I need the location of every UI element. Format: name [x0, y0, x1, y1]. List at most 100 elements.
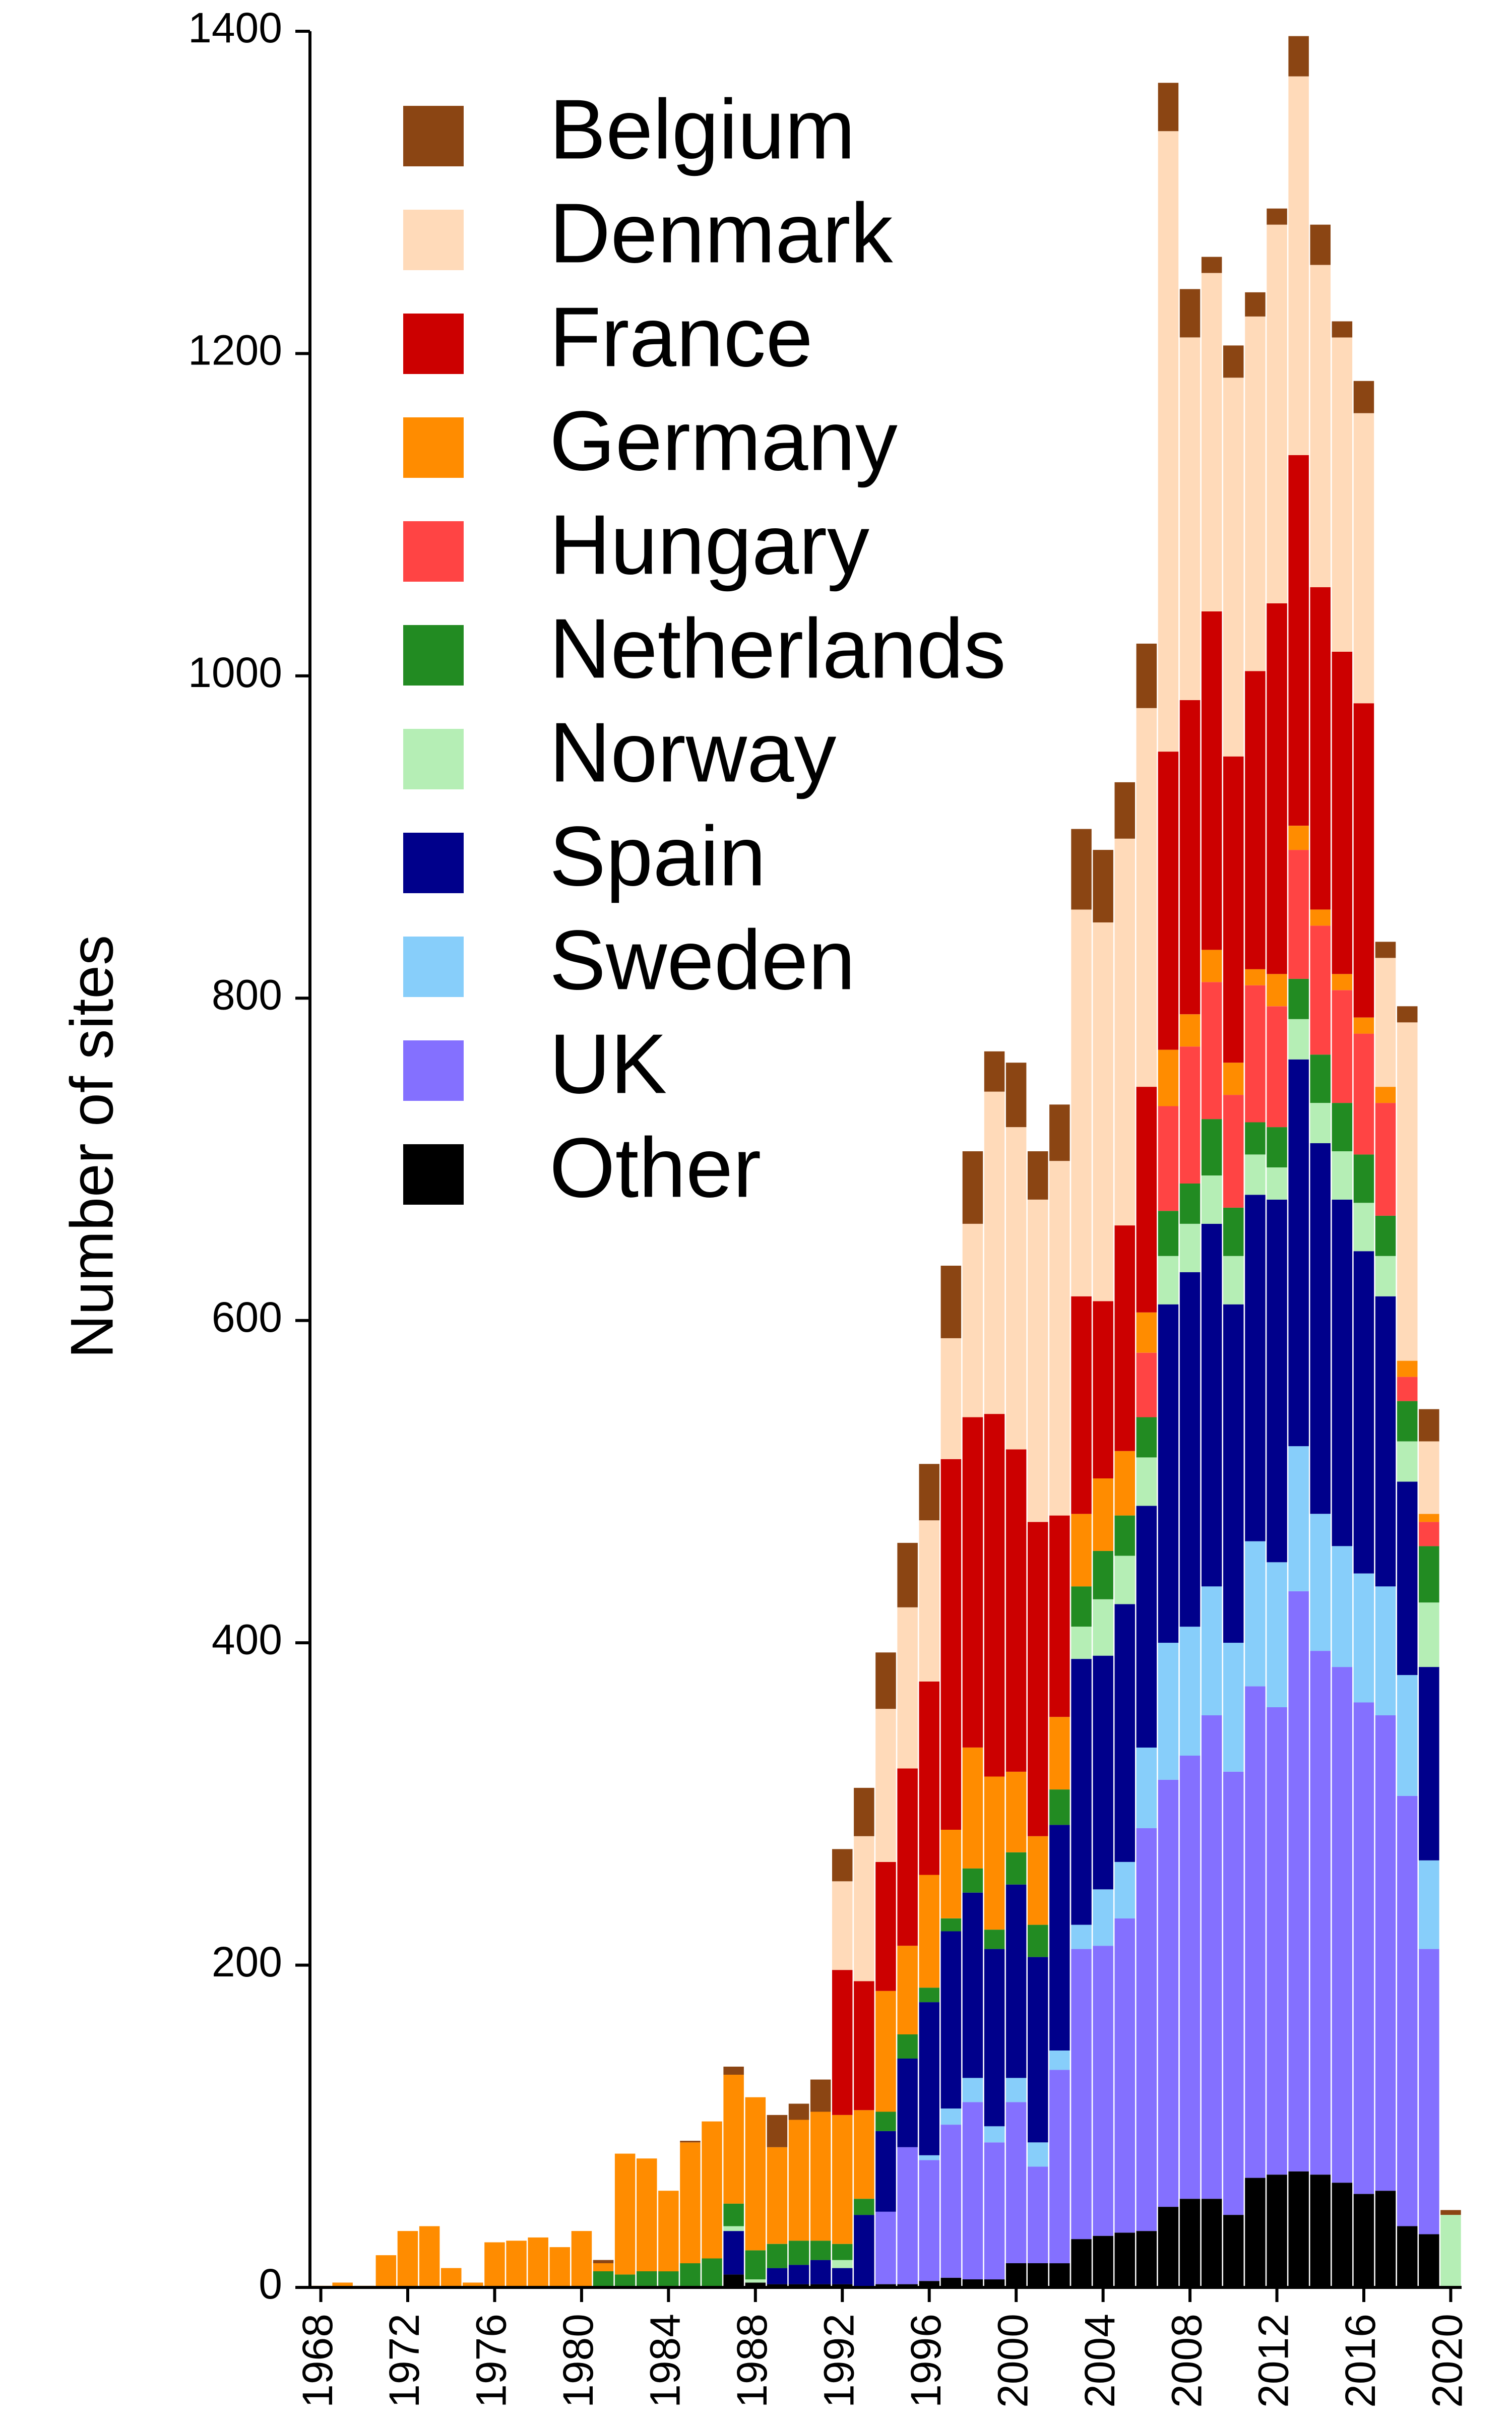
bar-segment-france-2002: [1049, 1515, 1070, 1717]
bar-segment-hungary-2012: [1267, 1006, 1287, 1128]
bar-segment-hungary-2017: [1375, 1103, 1396, 1216]
legend-swatch-sweden: [403, 937, 464, 997]
legend-label-france: France: [549, 289, 813, 384]
bar-segment-sweden-2007: [1158, 1643, 1179, 1780]
bar-segment-norway-2003: [1071, 1627, 1092, 1659]
bar-segment-other-1999: [984, 2279, 1005, 2287]
bar-segment-france-2011: [1245, 671, 1266, 969]
bar-segment-netherlands-1982: [614, 2274, 636, 2287]
bar-segment-other-1988: [745, 2282, 766, 2287]
bar-segment-hungary-2011: [1245, 985, 1266, 1123]
bar-segment-uk-2005: [1114, 1918, 1135, 2233]
bar-segment-spain-2004: [1093, 1655, 1113, 1890]
bar-segment-spain-1991: [810, 2260, 831, 2284]
bar-segment-germany-1998: [962, 1748, 983, 1869]
bar-segment-germany-1986: [702, 2121, 722, 2259]
bar-segment-netherlands-2003: [1071, 1586, 1092, 1627]
bar-segment-hungary-2010: [1223, 1095, 1244, 1208]
x-tick-label-1976: 1976: [468, 2314, 515, 2408]
bar-segment-germany-2005: [1114, 1451, 1135, 1516]
bar-segment-netherlands-1998: [962, 1868, 983, 1893]
bar-segment-norway-1992: [832, 2260, 853, 2268]
bar-segment-other-1996: [919, 2281, 939, 2287]
bar-segment-germany-1982: [614, 2153, 636, 2275]
bar-segment-france-1993: [854, 1981, 874, 2110]
bar-segment-germany-2009: [1201, 950, 1222, 982]
bar-segment-netherlands-2014: [1310, 1054, 1331, 1103]
x-tick-label-1968: 1968: [294, 2314, 341, 2408]
bar-segment-other-2017: [1375, 2191, 1396, 2287]
bar-segment-other-2001: [1028, 2263, 1048, 2287]
bar-segment-spain-2018: [1397, 1481, 1418, 1675]
bar-segment-netherlands-1981: [593, 2271, 614, 2287]
bar-segment-other-2019: [1419, 2234, 1439, 2287]
bar-segment-germany-1973: [419, 2226, 440, 2287]
bar-segment-hungary-2015: [1332, 990, 1353, 1103]
bar-segment-france-2004: [1093, 1301, 1113, 1478]
bar-segment-germany-1981: [593, 2263, 614, 2271]
bar-segment-denmark-2019: [1419, 1441, 1439, 1514]
bar-segment-norway-2012: [1267, 1167, 1287, 1200]
bar-segment-germany-2004: [1093, 1478, 1113, 1551]
bar-segment-other-2012: [1267, 2175, 1287, 2287]
bar-segment-denmark-2004: [1093, 922, 1113, 1301]
bar-segment-spain-2012: [1267, 1199, 1287, 1563]
bar-segment-germany-1997: [940, 1830, 962, 1918]
bar-segment-france-1994: [875, 1862, 896, 1991]
bar-segment-norway-2005: [1114, 1556, 1135, 1604]
bar-segment-belgium-1996: [919, 1464, 939, 1521]
bar-segment-sweden-1999: [984, 2126, 1005, 2143]
bar-segment-sweden-2018: [1397, 1675, 1418, 1796]
bar-segment-france-1998: [962, 1417, 983, 1748]
bar-segment-spain-2009: [1201, 1223, 1222, 1587]
bar-segment-belgium-1985: [680, 2141, 701, 2143]
bar-segment-uk-2019: [1419, 1949, 1439, 2234]
bar-segment-hungary-2006: [1136, 1352, 1157, 1417]
bar-segment-france-2014: [1310, 587, 1331, 910]
bar-segment-other-2007: [1158, 2207, 1179, 2287]
bar-segment-germany-1988: [745, 2097, 766, 2251]
bar-segment-belgium-1991: [810, 2079, 831, 2112]
bar-segment-belgium-1993: [854, 1787, 874, 1836]
x-ticks-layer: 1968 1972 1976 1980 1984 1988 1992 1996 2000 2004…: [294, 2287, 1471, 2408]
bar-segment-denmark-1995: [897, 1607, 918, 1769]
bar-segment-norway-2009: [1201, 1175, 1222, 1224]
bar-segment-spain-2003: [1071, 1659, 1092, 1925]
bar-segment-belgium-2004: [1093, 850, 1113, 922]
bar-segment-germany-2015: [1332, 974, 1353, 990]
bar-segment-denmark-1996: [919, 1520, 939, 1682]
legend-label-hungary: Hungary: [549, 497, 869, 592]
bar-segment-germany-2017: [1375, 1087, 1396, 1103]
bar-segment-spain-1990: [788, 2265, 809, 2284]
bar-segment-belgium-1994: [875, 1652, 896, 1709]
bar-segment-spain-1998: [962, 1892, 983, 2078]
bar-segment-germany-1993: [854, 2110, 874, 2199]
bar-segment-germany-1969: [332, 2282, 353, 2287]
bar-segment-belgium-2018: [1397, 1006, 1418, 1023]
x-tick-label-1996: 1996: [902, 2314, 950, 2408]
bar-segment-denmark-2014: [1310, 265, 1331, 587]
bar-segment-uk-1995: [897, 2147, 918, 2284]
legend-label-sweden: Sweden: [549, 912, 855, 1007]
bar-segment-belgium-2016: [1353, 381, 1374, 413]
bar-segment-denmark-2012: [1267, 224, 1287, 603]
y-tick-label-400: 400: [212, 1616, 282, 1663]
bar-segment-denmark-2018: [1397, 1022, 1418, 1361]
bar-segment-germany-1984: [658, 2191, 679, 2272]
bar-segment-netherlands-1995: [897, 2034, 918, 2059]
bar-segment-norway-2013: [1288, 1019, 1309, 1060]
bar-segment-uk-2006: [1136, 1828, 1157, 2231]
bar-segment-netherlands-2005: [1114, 1515, 1135, 1556]
bar-segment-spain-1996: [919, 2002, 939, 2155]
legend-swatch-germany: [403, 417, 464, 478]
bar-segment-other-2018: [1397, 2226, 1418, 2287]
x-tick-label-2020: 2020: [1424, 2314, 1471, 2408]
y-axis-title: Number of sites: [58, 935, 126, 1358]
bar-segment-hungary-2007: [1158, 1106, 1179, 1211]
bar-segment-spain-1999: [984, 1949, 1005, 2127]
bar-segment-norway-2011: [1245, 1154, 1266, 1195]
bar-segment-hungary-2009: [1201, 982, 1222, 1120]
bar-segment-france-2010: [1223, 756, 1244, 1063]
bar-segment-belgium-2001: [1028, 1151, 1048, 1200]
bar-segment-netherlands-2019: [1419, 1546, 1439, 1603]
